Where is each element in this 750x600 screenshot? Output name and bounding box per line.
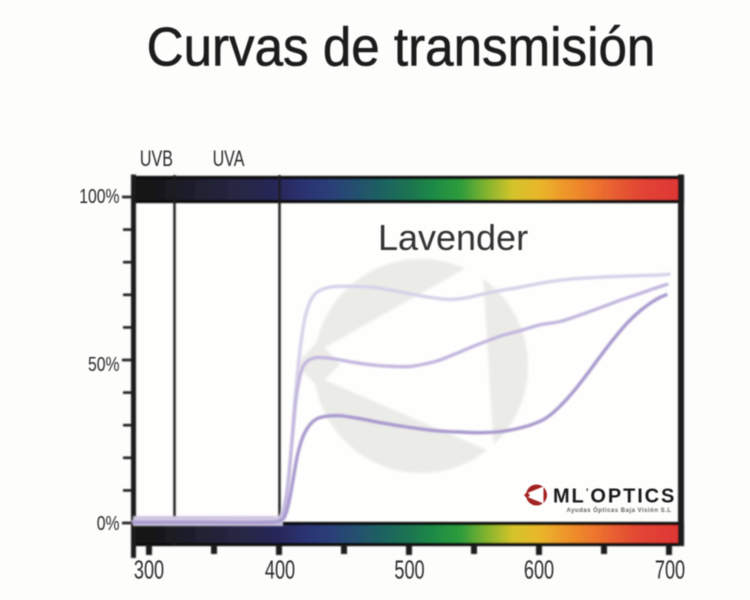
svg-text:Lavender: Lavender bbox=[378, 217, 528, 258]
svg-text:300: 300 bbox=[134, 555, 164, 584]
svg-text:UVB: UVB bbox=[140, 148, 173, 172]
svg-text:700: 700 bbox=[655, 555, 685, 584]
svg-text:Curvas de transmisión: Curvas de transmisión bbox=[147, 17, 656, 78]
svg-text:50%: 50% bbox=[88, 352, 119, 376]
svg-text:UVA: UVA bbox=[213, 148, 245, 172]
svg-text:100%: 100% bbox=[79, 184, 119, 208]
svg-text:0%: 0% bbox=[97, 511, 120, 535]
svg-text:Ayudas Ópticas Baja Visión S.L: Ayudas Ópticas Baja Visión S.L bbox=[566, 506, 671, 514]
svg-text:500: 500 bbox=[394, 555, 424, 584]
svg-text:400: 400 bbox=[265, 555, 295, 584]
svg-text:600: 600 bbox=[524, 555, 554, 584]
svg-text:ML’OPTICS: ML’OPTICS bbox=[553, 486, 676, 508]
